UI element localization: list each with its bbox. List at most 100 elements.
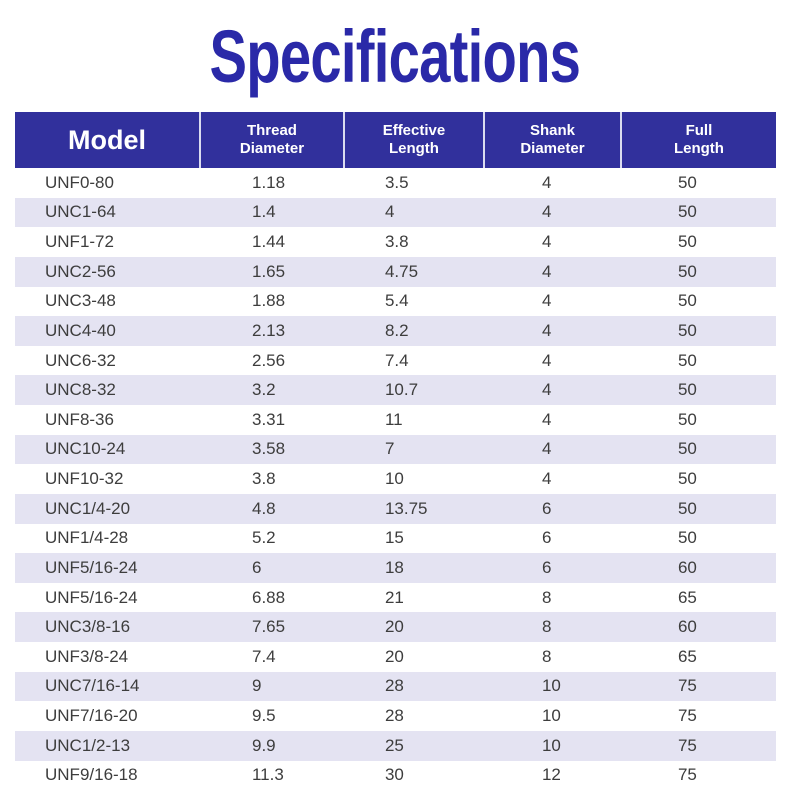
cell-model: UNF10-32 <box>45 469 124 489</box>
table-row: UNF1/4-28 5.2 15 6 50 <box>15 524 776 554</box>
cell-thread-diameter: 9.5 <box>251 706 276 726</box>
cell-full-length: 50 <box>677 320 697 340</box>
header-cell-shank-diameter: Shank Diameter <box>485 112 622 168</box>
page-title: Specifications <box>209 14 581 98</box>
cell-full-length: 75 <box>677 735 697 755</box>
cell-effective-length: 7.4 <box>384 350 409 370</box>
cell-thread-diameter: 3.58 <box>251 439 286 459</box>
spec-table: Model Thread Diameter Effective Length S… <box>15 112 776 790</box>
cell-full-length: 50 <box>677 469 697 489</box>
cell-model: UNC10-24 <box>45 439 126 459</box>
cell-shank-diameter: 4 <box>541 232 552 252</box>
cell-thread-diameter: 6.88 <box>251 587 286 607</box>
cell-full-length: 65 <box>677 587 697 607</box>
cell-thread-diameter: 9 <box>251 676 262 696</box>
cell-thread-diameter: 9.9 <box>251 735 276 755</box>
cell-shank-diameter: 4 <box>541 350 552 370</box>
cell-model: UNF5/16-24 <box>45 557 138 577</box>
cell-effective-length: 5.4 <box>384 291 409 311</box>
cell-effective-length: 20 <box>384 617 404 637</box>
table-row: UNC4-40 2.13 8.2 4 50 <box>15 316 776 346</box>
cell-full-length: 50 <box>677 409 697 429</box>
cell-model: UNF3/8-24 <box>45 646 129 666</box>
cell-effective-length: 25 <box>384 735 404 755</box>
cell-full-length: 60 <box>677 617 697 637</box>
cell-full-length: 75 <box>677 706 697 726</box>
table-row: UNC1-64 1.4 4 4 50 <box>15 197 776 228</box>
table-row: UNC3-48 1.88 5.4 4 50 <box>15 287 776 317</box>
cell-full-length: 50 <box>677 380 697 400</box>
cell-thread-diameter: 2.13 <box>251 320 286 340</box>
cell-shank-diameter: 6 <box>541 498 552 518</box>
cell-shank-diameter: 10 <box>541 706 561 726</box>
table-row: UNF9/16-18 11.3 30 12 75 <box>15 761 776 790</box>
cell-effective-length: 10.7 <box>384 380 419 400</box>
cell-full-length: 75 <box>677 676 697 696</box>
cell-effective-length: 3.5 <box>384 172 409 192</box>
cell-thread-diameter: 3.2 <box>251 380 276 400</box>
cell-effective-length: 13.75 <box>384 498 428 518</box>
table-row: UNF7/16-20 9.5 28 10 75 <box>15 701 776 731</box>
cell-thread-diameter: 2.56 <box>251 350 286 370</box>
table-row: UNC10-24 3.58 7 4 50 <box>15 434 776 465</box>
cell-thread-diameter: 7.4 <box>251 646 276 666</box>
table-row: UNC3/8-16 7.65 20 8 60 <box>15 612 776 642</box>
cell-model: UNC1-64 <box>45 202 116 222</box>
header-cell-effective-length: Effective Length <box>345 112 485 168</box>
table-header-row: Model Thread Diameter Effective Length S… <box>15 112 776 168</box>
cell-effective-length: 21 <box>384 587 404 607</box>
table-row: UNC2-56 1.65 4.75 4 50 <box>15 256 776 287</box>
cell-effective-length: 8.2 <box>384 320 409 340</box>
cell-shank-diameter: 10 <box>541 676 561 696</box>
table-row: UNC6-32 2.56 7.4 4 50 <box>15 346 776 376</box>
cell-thread-diameter: 1.44 <box>251 232 286 252</box>
cell-effective-length: 3.8 <box>384 232 409 252</box>
cell-shank-diameter: 4 <box>541 320 552 340</box>
cell-thread-diameter: 1.18 <box>251 172 286 192</box>
cell-model: UNC2-56 <box>45 261 116 281</box>
cell-full-length: 50 <box>677 350 697 370</box>
cell-model: UNF1/4-28 <box>45 528 129 548</box>
cell-effective-length: 4.75 <box>384 261 419 281</box>
table-row: UNF3/8-24 7.4 20 8 65 <box>15 642 776 672</box>
cell-model: UNF0-80 <box>45 172 114 192</box>
cell-thread-diameter: 11.3 <box>251 765 284 785</box>
cell-full-length: 50 <box>677 498 697 518</box>
cell-thread-diameter: 7.65 <box>251 617 286 637</box>
cell-full-length: 50 <box>677 439 697 459</box>
cell-full-length: 75 <box>677 765 697 785</box>
cell-shank-diameter: 8 <box>541 587 552 607</box>
cell-thread-diameter: 5.2 <box>251 528 276 548</box>
cell-thread-diameter: 6 <box>251 557 262 577</box>
table-row: UNC7/16-14 9 28 10 75 <box>15 671 776 702</box>
header-cell-full-length: Full Length <box>673 122 724 157</box>
cell-full-length: 50 <box>677 232 697 252</box>
cell-thread-diameter: 1.88 <box>251 291 286 311</box>
table-row: UNC1/4-20 4.8 13.75 6 50 <box>15 493 776 524</box>
cell-full-length: 50 <box>677 261 697 281</box>
cell-full-length: 50 <box>677 528 697 548</box>
table-row: UNC8-32 3.2 10.7 4 50 <box>15 375 776 405</box>
header-cell-model: Model <box>15 112 201 168</box>
cell-model: UNC7/16-14 <box>45 676 140 696</box>
cell-full-length: 60 <box>677 557 697 577</box>
cell-shank-diameter: 12 <box>541 765 561 785</box>
header-cell-thread-diameter: Thread Diameter <box>201 112 345 168</box>
table-row: UNF5/16-24 6.88 21 8 65 <box>15 583 776 613</box>
cell-shank-diameter: 4 <box>541 380 552 400</box>
cell-model: UNF8-36 <box>45 409 114 429</box>
table-row: UNF10-32 3.8 10 4 50 <box>15 464 776 494</box>
cell-model: UNC6-32 <box>45 350 116 370</box>
cell-model: UNF7/16-20 <box>45 706 138 726</box>
cell-shank-diameter: 8 <box>541 646 552 666</box>
cell-model: UNC8-32 <box>45 380 116 400</box>
cell-shank-diameter: 4 <box>541 291 552 311</box>
cell-effective-length: 28 <box>384 676 404 696</box>
cell-effective-length: 7 <box>384 439 395 459</box>
cell-shank-diameter: 6 <box>541 528 552 548</box>
cell-thread-diameter: 1.4 <box>251 202 276 222</box>
cell-effective-length: 28 <box>384 706 404 726</box>
cell-shank-diameter: 4 <box>541 202 552 222</box>
cell-shank-diameter: 6 <box>541 557 552 577</box>
title-area: Specifications <box>0 0 790 112</box>
